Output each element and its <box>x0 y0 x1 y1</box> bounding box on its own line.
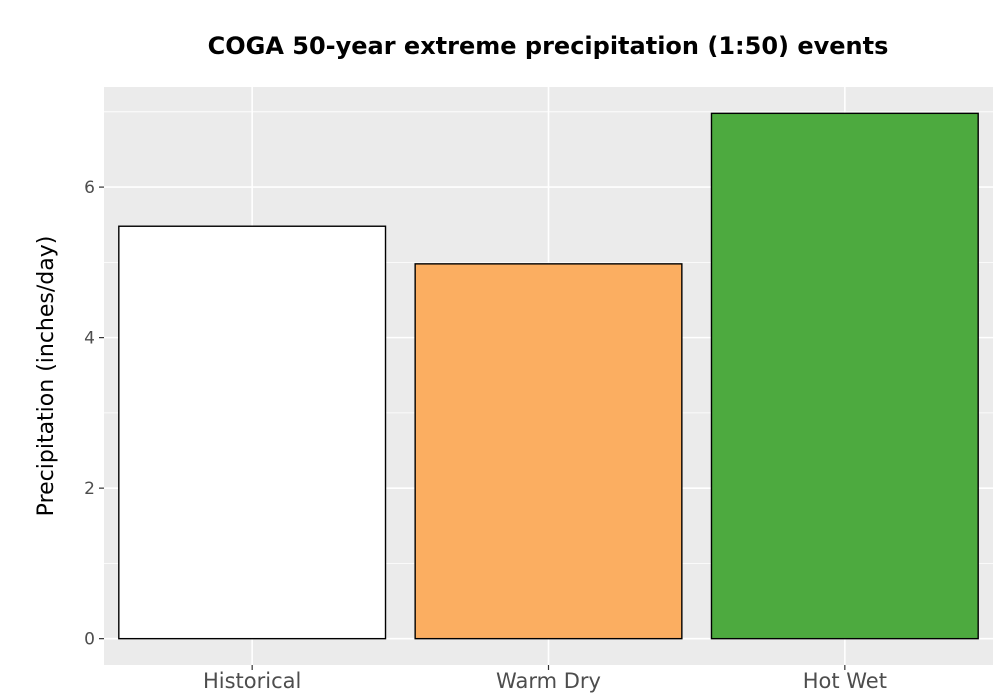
x-tick-label: Warm Dry <box>496 669 601 693</box>
chart-title: COGA 50-year extreme precipitation (1:50… <box>208 32 889 60</box>
bars <box>118 112 979 640</box>
y-tick-label: 6 <box>84 178 95 198</box>
x-tick-label: Historical <box>203 669 301 693</box>
y-tick-label: 2 <box>84 479 95 499</box>
bar-historical <box>118 225 387 640</box>
y-tick-label: 0 <box>84 630 95 650</box>
x-tick-label: Hot Wet <box>803 669 887 693</box>
y-tick-label: 4 <box>84 329 95 349</box>
y-axis-title: Precipitation (inches/day) <box>34 236 59 517</box>
bar-warm-dry <box>414 263 683 640</box>
bar-hot-wet <box>710 112 979 640</box>
x-axis-ticks: Historical Warm Dry Hot Wet <box>203 665 887 693</box>
y-axis-ticks: 0 2 4 6 <box>84 178 104 650</box>
